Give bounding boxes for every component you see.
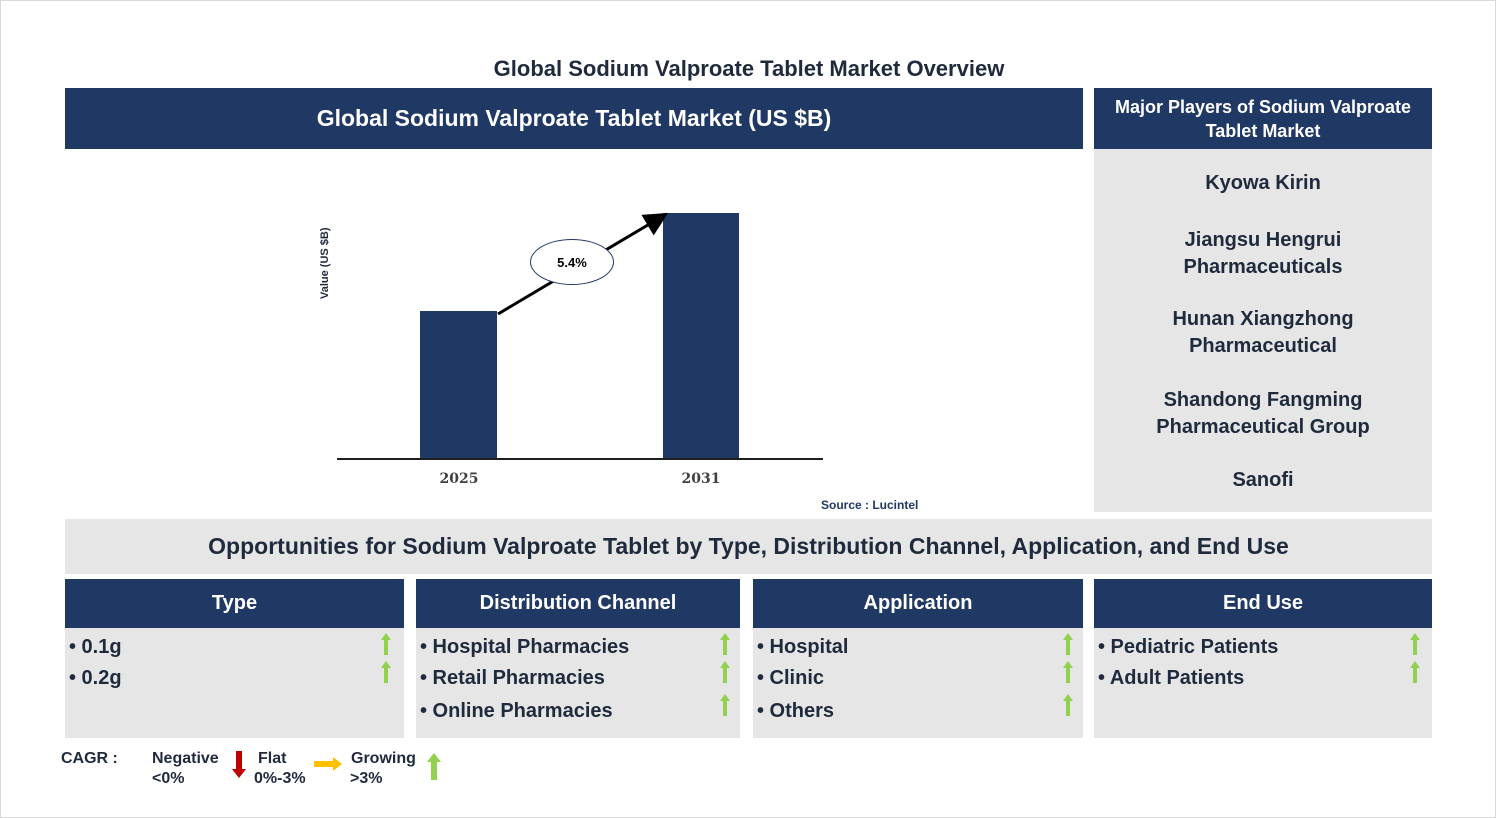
segment-header-end-use: End Use	[1094, 579, 1432, 628]
green-up-arrow-icon	[720, 661, 730, 683]
growth-arrow-icon	[497, 212, 669, 316]
segment-header-distribution-channel: Distribution Channel	[416, 579, 740, 628]
red-down-arrow-icon	[232, 751, 246, 778]
player-name: Pharmaceutical	[1189, 335, 1337, 357]
source-label: Source : Lucintel	[821, 498, 919, 512]
player-name: Pharmaceutical Group	[1156, 416, 1370, 438]
player-item: Hunan Xiangzhong Pharmaceutical	[1094, 306, 1432, 360]
player-item: Kyowa Kirin	[1094, 170, 1432, 197]
page-title: Global Sodium Valproate Tablet Market Ov…	[493, 56, 1005, 81]
legend-label: CAGR :	[61, 750, 118, 767]
legend-growing-name: Growing	[351, 750, 416, 767]
player-item: Shandong Fangming Pharmaceutical Group	[1094, 387, 1432, 441]
bar-2025	[420, 311, 497, 459]
segment-body-application: • Hospital • Clinic • Others	[753, 628, 1083, 738]
player-name: Hunan Xiangzhong	[1172, 308, 1354, 330]
segment-body-distribution-channel: • Hospital Pharmacies • Retail Pharmacie…	[416, 628, 740, 738]
segment-item: • Adult Patients	[1098, 667, 1245, 689]
x-tick-2025: 2025	[439, 471, 479, 487]
cagr-bubble: 5.4%	[530, 239, 614, 285]
green-up-arrow-icon	[1063, 661, 1073, 683]
green-up-arrow-icon	[381, 661, 391, 683]
player-name: Jiangsu Hengrui	[1184, 229, 1342, 251]
yellow-right-arrow-icon	[314, 757, 342, 771]
segment-item: • Clinic	[757, 667, 825, 689]
bar-chart: Value (US $B) 2025 2031 5.4%	[301, 181, 951, 521]
green-up-arrow-icon	[1410, 633, 1420, 655]
legend-negative-name: Negative	[152, 750, 219, 767]
legend-growing-range: >3%	[350, 770, 383, 787]
segment-item: • Others	[757, 700, 835, 722]
green-up-arrow-icon	[1063, 694, 1073, 716]
green-up-arrow-icon	[720, 633, 730, 655]
players-header: Major Players of Sodium Valproate Tablet…	[1094, 88, 1432, 149]
segment-body-end-use: • Pediatric Patients • Adult Patients	[1094, 628, 1432, 738]
cagr-legend: CAGR : Negative <0% Flat 0%-3% Growing >…	[61, 749, 481, 794]
segment-body-type: • 0.1g • 0.2g	[65, 628, 404, 738]
player-name: Sanofi	[1232, 469, 1294, 491]
legend-flat-range: 0%-3%	[254, 770, 306, 787]
segment-item: • 0.2g	[69, 667, 122, 689]
segment-item: • Online Pharmacies	[420, 700, 613, 722]
legend-flat-name: Flat	[258, 750, 287, 767]
segment-item: • Hospital Pharmacies	[420, 636, 630, 658]
green-up-arrow-icon	[427, 753, 441, 780]
green-up-arrow-icon	[1410, 661, 1420, 683]
segment-header-application: Application	[753, 579, 1083, 628]
bar-2031	[663, 213, 739, 459]
segment-item: • Retail Pharmacies	[420, 667, 605, 689]
segment-item: • 0.1g	[69, 636, 122, 658]
segment-item: • Pediatric Patients	[1098, 636, 1279, 658]
player-item: Jiangsu Hengrui Pharmaceuticals	[1094, 227, 1432, 281]
legend-negative-range: <0%	[152, 770, 185, 787]
chart-header: Global Sodium Valproate Tablet Market (U…	[65, 88, 1083, 149]
segment-header-type: Type	[65, 579, 404, 628]
segment-item: • Hospital	[757, 636, 849, 658]
green-up-arrow-icon	[720, 694, 730, 716]
player-item: Sanofi	[1094, 467, 1432, 494]
green-up-arrow-icon	[1063, 633, 1073, 655]
player-name: Kyowa Kirin	[1205, 172, 1321, 194]
x-axis-line	[337, 458, 823, 460]
player-name: Pharmaceuticals	[1183, 256, 1343, 278]
x-tick-2031: 2031	[681, 471, 721, 487]
opportunities-banner: Opportunities for Sodium Valproate Table…	[65, 519, 1432, 574]
green-up-arrow-icon	[381, 633, 391, 655]
player-name: Shandong Fangming	[1163, 389, 1363, 411]
players-list: Kyowa Kirin Jiangsu Hengrui Pharmaceutic…	[1094, 149, 1432, 512]
